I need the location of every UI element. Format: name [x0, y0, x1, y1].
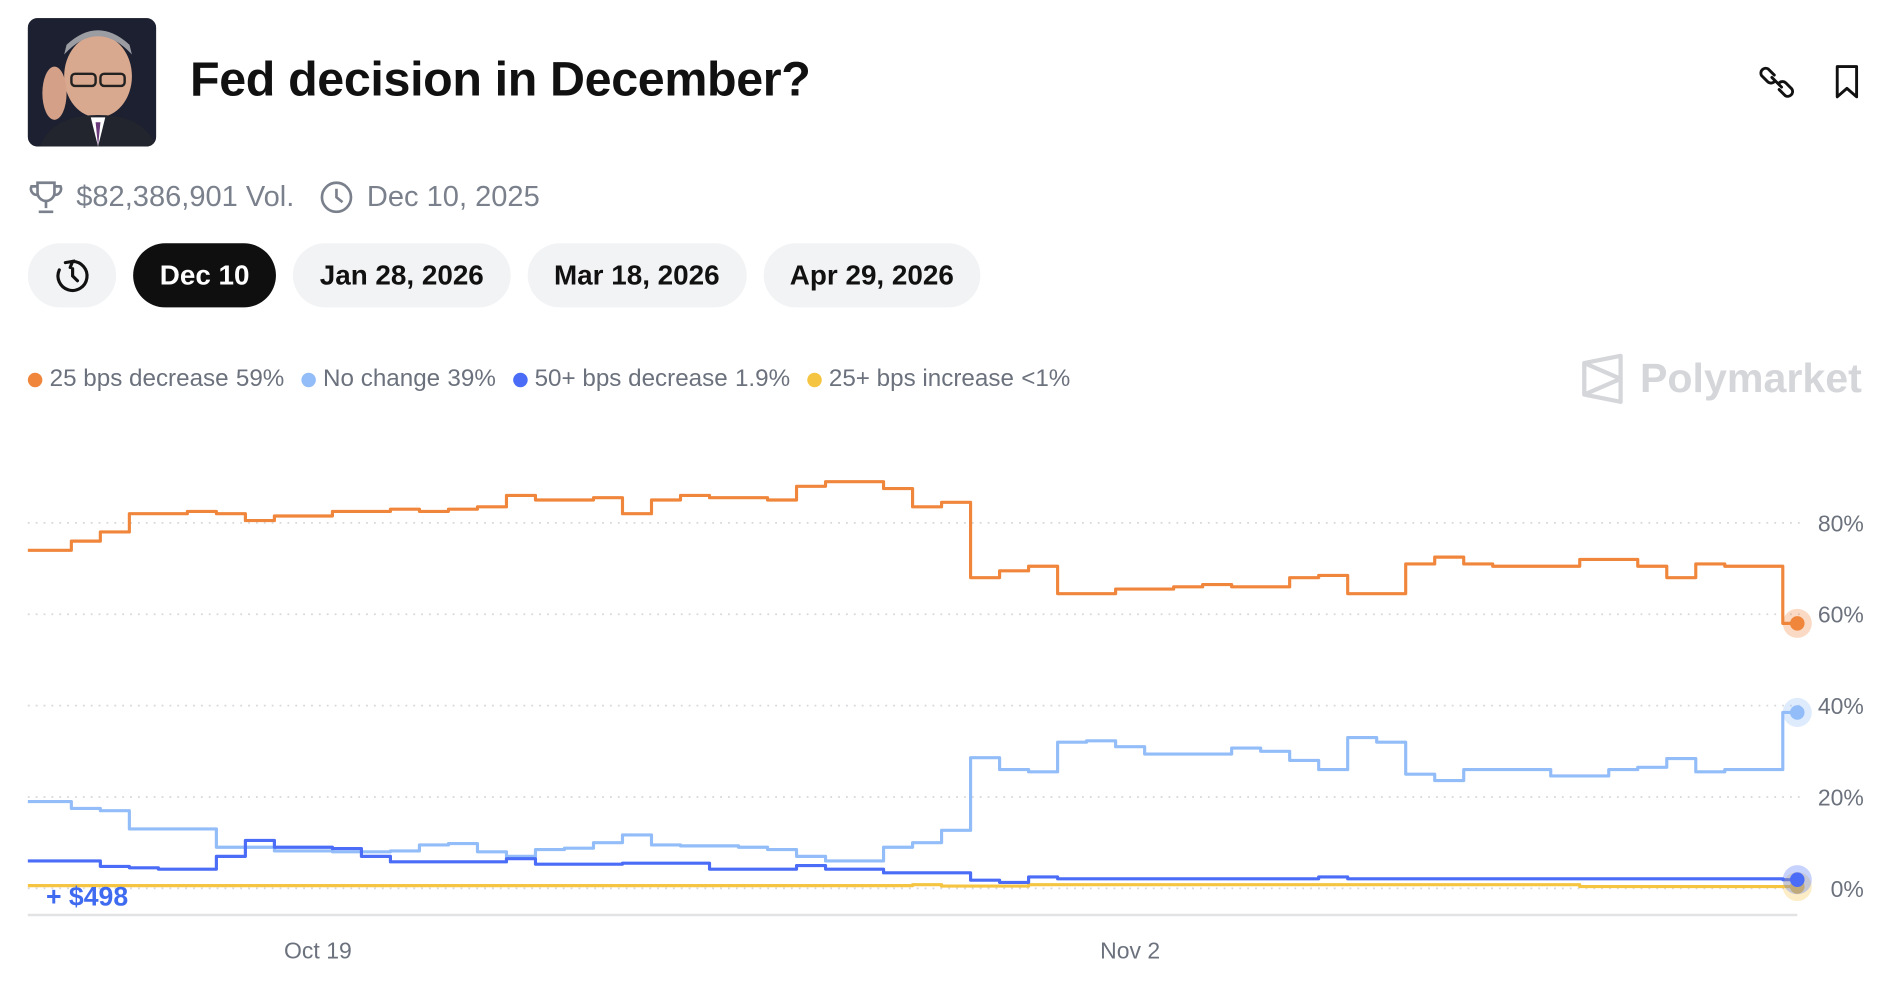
x-tick-label: Nov 2 [1100, 938, 1160, 964]
polymarket-logo-icon [1582, 353, 1623, 404]
market-avatar [27, 18, 157, 147]
market-meta: $82,386,901 Vol. Dec 10, 2025 [28, 179, 540, 215]
legend-label: No change [323, 365, 441, 393]
end-date-text: Dec 10, 2025 [366, 180, 540, 214]
tab-jan-28-2026[interactable]: Jan 28, 2026 [293, 243, 511, 308]
market-title: Fed decision in December? [190, 53, 811, 107]
series-line-50-bps-decrease [27, 838, 1798, 884]
series-line-no-change [27, 710, 1798, 863]
history-button[interactable] [27, 243, 117, 308]
copy-link-button[interactable] [1759, 63, 1795, 102]
jerome-powell-photo [27, 18, 157, 147]
y-tick-label: 80% [1818, 510, 1864, 536]
series-end-point [1790, 872, 1805, 887]
legend-label: 25+ bps increase [828, 365, 1014, 393]
probability-chart[interactable]: 80% 60% 40% 20% 0% Oct 19 Nov 2 + $498 [0, 412, 1888, 986]
legend-item: 25+ bps increase <1% [807, 366, 1070, 394]
tab-mar-18-2026[interactable]: Mar 18, 2026 [527, 243, 747, 308]
trophy-icon [29, 181, 63, 214]
series-line-25-bps-increase [27, 883, 1798, 889]
position-annotation: + $498 [46, 881, 128, 911]
clock-icon [320, 181, 353, 214]
legend-value: 1.9% [734, 365, 791, 393]
legend-item: 25 bps decrease 59% [27, 365, 285, 394]
y-tick-label: 20% [1818, 784, 1864, 810]
legend-dot [27, 372, 43, 387]
legend-dot [512, 372, 528, 387]
series-end-point [1790, 616, 1805, 631]
bookmark-button[interactable] [1832, 63, 1868, 102]
date-tabs: Dec 10 Jan 28, 2026 Mar 18, 2026 Apr 29,… [27, 243, 981, 308]
legend-label: 50+ bps decrease [534, 365, 728, 393]
link-icon [1759, 66, 1794, 98]
legend-value: <1% [1021, 365, 1071, 393]
y-tick-label: 40% [1818, 693, 1864, 719]
volume-text: $82,386,901 Vol. [76, 180, 295, 214]
tab-apr-29-2026[interactable]: Apr 29, 2026 [763, 243, 981, 308]
legend-item: 50+ bps decrease 1.9% [512, 365, 791, 394]
history-clock-icon [55, 258, 88, 292]
series-end-point [1790, 705, 1805, 720]
series-line-25-bps-decrease [27, 480, 1798, 625]
legend-item: No change 39% [301, 366, 496, 394]
legend-value: 59% [235, 365, 285, 393]
tab-dec-10[interactable]: Dec 10 [133, 243, 277, 308]
x-tick-label: Oct 19 [284, 938, 352, 964]
legend-label: 25 bps decrease [49, 365, 229, 393]
legend-value: 39% [447, 365, 496, 393]
y-tick-label: 0% [1831, 876, 1864, 902]
legend-dot [807, 372, 822, 387]
bookmark-icon [1835, 65, 1859, 99]
brand-name: Polymarket [1639, 355, 1862, 402]
chart-legend: 25 bps decrease 59% No change 39% 50+ bps … [27, 365, 1070, 394]
legend-dot [301, 372, 316, 387]
polymarket-watermark: Polymarket [1579, 353, 1862, 404]
y-tick-label: 60% [1818, 602, 1864, 628]
